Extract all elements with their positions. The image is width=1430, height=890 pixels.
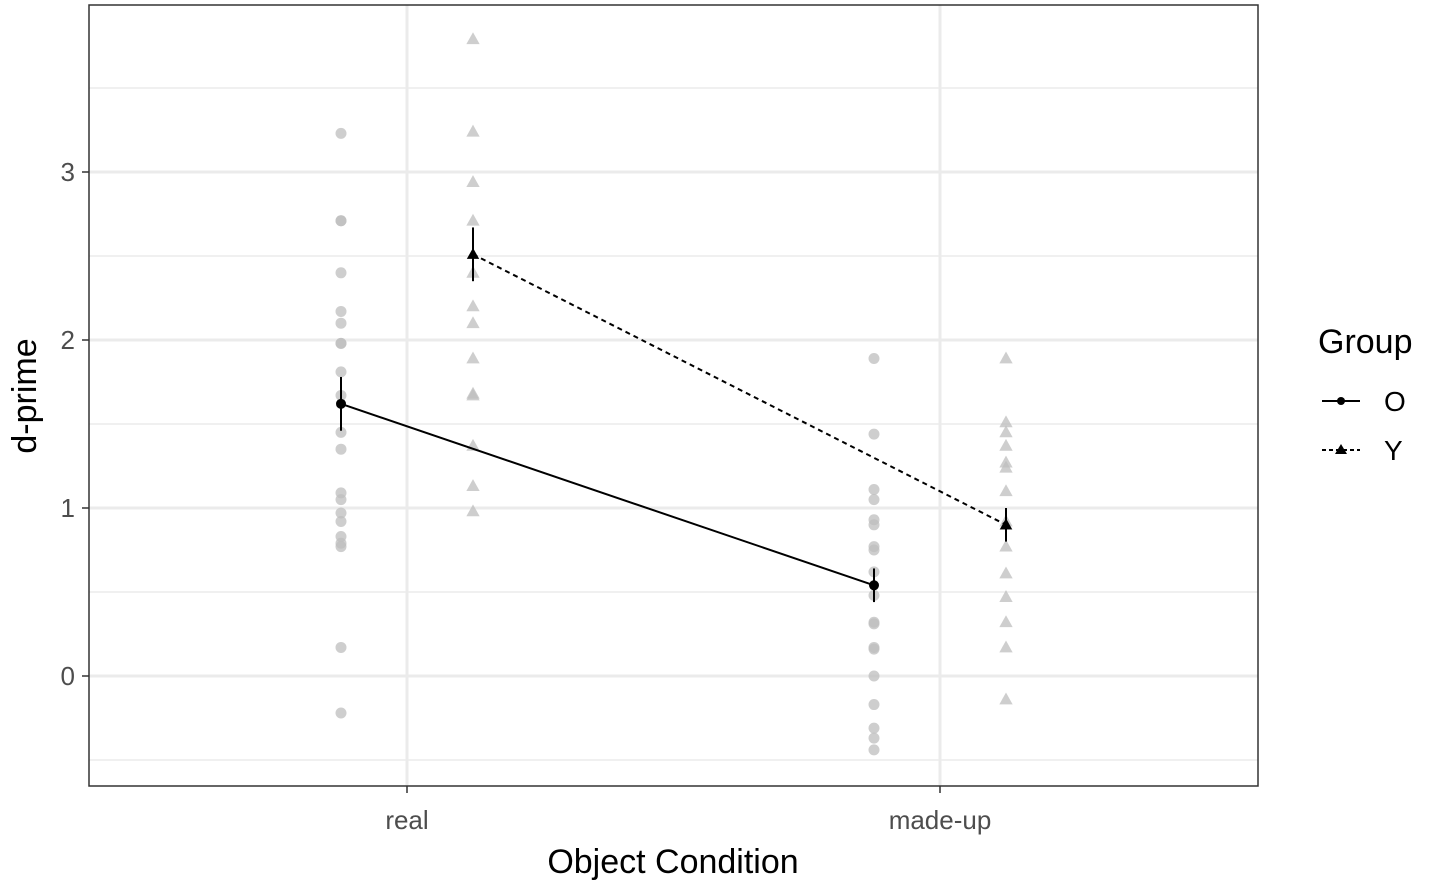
- data-point-y: [999, 692, 1013, 705]
- data-point-y: [999, 460, 1013, 473]
- axes: 0 1 2 3 real made-up: [61, 157, 992, 835]
- data-point-o: [335, 305, 347, 317]
- data-point-y: [999, 615, 1013, 628]
- data-point-o: [335, 337, 347, 349]
- data-point-o: [335, 515, 347, 527]
- panel-border: [88, 4, 1259, 787]
- data-point-o: [868, 744, 880, 756]
- data-point-o: [335, 127, 347, 139]
- data-point-y: [999, 351, 1013, 364]
- data-point-o: [335, 507, 347, 519]
- data-point-o: [868, 544, 880, 556]
- y-tick-label: 3: [61, 157, 75, 187]
- data-point-o: [335, 426, 347, 438]
- data-point-y: [999, 590, 1013, 602]
- data-point-y: [466, 316, 480, 329]
- data-point-o: [868, 732, 880, 744]
- legend-label-o: O: [1384, 386, 1406, 417]
- data-point-o: [868, 618, 880, 630]
- y-axis-title: d-prime: [6, 338, 44, 453]
- y-tick-label: 2: [61, 325, 75, 355]
- data-point-y: [466, 388, 480, 401]
- mean-line-y: [472, 253, 1007, 526]
- data-point-o: [335, 494, 347, 506]
- data-point-o: [868, 722, 880, 734]
- data-point-o: [868, 643, 880, 655]
- data-point-o: [868, 699, 880, 711]
- mean-point-o: [869, 580, 879, 591]
- data-point-o: [868, 519, 880, 531]
- data-point-y: [466, 124, 480, 137]
- data-point-y: [999, 415, 1013, 428]
- y-tick-label: 1: [61, 493, 75, 523]
- mean-point-o: [336, 398, 346, 409]
- mean-lines: [336, 227, 1013, 603]
- legend-title: Group: [1318, 323, 1413, 361]
- data-point-o: [868, 484, 880, 496]
- x-tick-label: real: [385, 805, 428, 835]
- mean-point-y: [466, 247, 480, 259]
- data-point-o: [335, 541, 347, 553]
- mean-point-y: [999, 518, 1013, 530]
- legend-key-o: [1322, 397, 1360, 405]
- data-point-o: [868, 352, 880, 364]
- x-tick-label: made-up: [889, 805, 992, 835]
- grid: [89, 5, 1258, 786]
- data-point-y: [466, 504, 480, 517]
- y-tick-label: 0: [61, 661, 75, 691]
- legend-key-y: [1322, 444, 1360, 454]
- data-point-y: [466, 299, 480, 312]
- data-point-y: [999, 438, 1013, 451]
- data-point-o: [868, 494, 880, 506]
- data-point-o: [335, 267, 347, 279]
- data-point-y: [466, 32, 480, 45]
- data-point-y: [999, 539, 1013, 552]
- data-point-o: [868, 670, 880, 682]
- legend-label-y: Y: [1384, 435, 1403, 466]
- data-point-y: [466, 479, 480, 492]
- x-axis-title: Object Condition: [547, 843, 798, 881]
- data-point-o: [335, 641, 347, 653]
- data-point-y: [999, 484, 1013, 497]
- data-point-y: [466, 351, 480, 364]
- data-point-o: [335, 215, 347, 227]
- data-point-o: [335, 707, 347, 719]
- data-point-o: [335, 317, 347, 329]
- data-point-y: [466, 175, 480, 187]
- data-point-o: [335, 443, 347, 455]
- data-point-y: [999, 566, 1013, 579]
- data-point-o: [335, 366, 347, 378]
- data-point-o: [868, 428, 880, 440]
- legend: Group O Y: [1318, 323, 1413, 466]
- data-point-y: [466, 213, 480, 226]
- panel-background: [89, 5, 1258, 786]
- data-point-y: [999, 640, 1013, 653]
- data-points: [335, 32, 1013, 756]
- data-point-y: [999, 425, 1013, 438]
- mean-line-o: [340, 402, 875, 587]
